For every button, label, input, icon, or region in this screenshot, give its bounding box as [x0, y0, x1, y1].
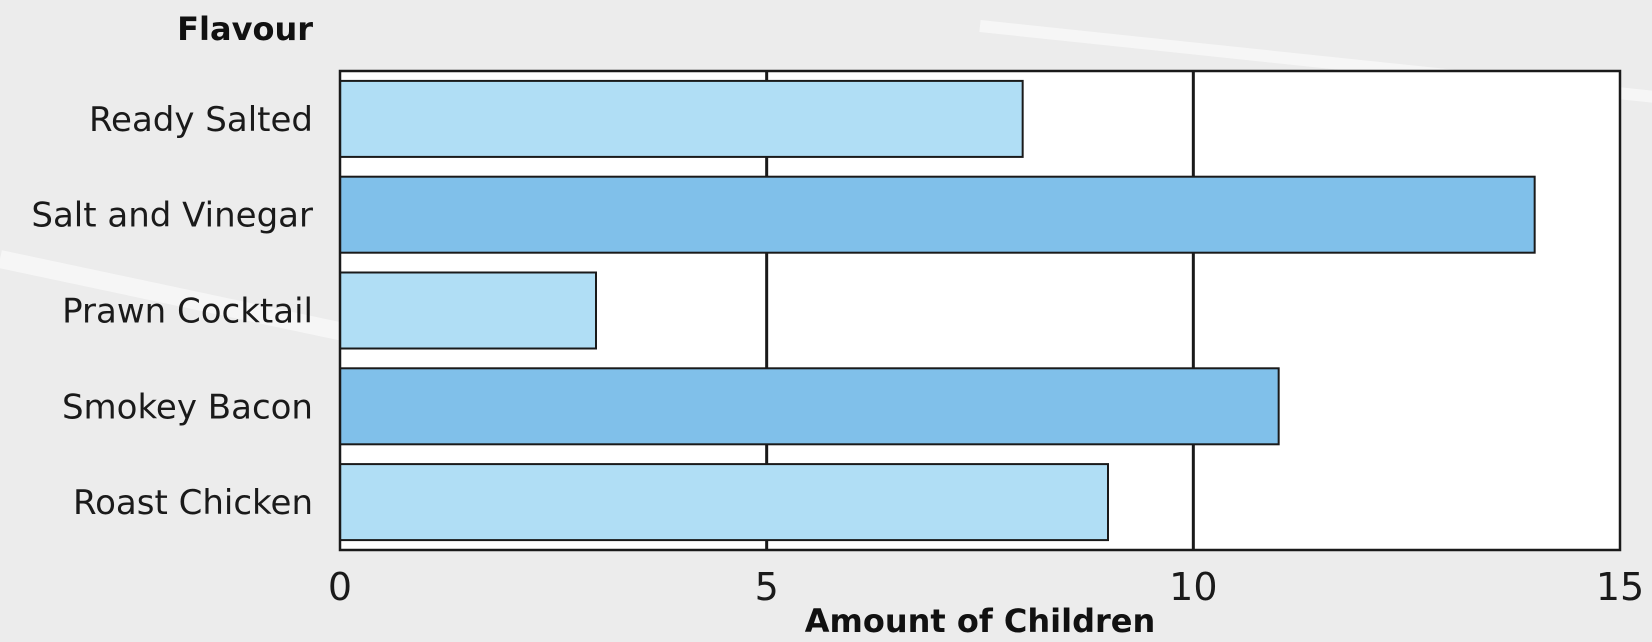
category-labels: Ready Salted Salt and Vinegar Prawn Cockta… — [31, 100, 313, 523]
category-label: Salt and Vinegar — [31, 196, 313, 236]
category-label: Smokey Bacon — [62, 387, 313, 427]
category-label: Prawn Cocktail — [62, 292, 313, 332]
plot-frame — [338, 69, 1622, 552]
bar-roast-chicken — [339, 463, 1109, 542]
bar-salt-and-vinegar — [339, 175, 1536, 254]
x-tick-label: 5 — [755, 565, 779, 609]
x-tick-label: 15 — [1596, 565, 1644, 609]
y-axis-title: Flavour — [177, 10, 313, 48]
bar-prawn-cocktail — [339, 271, 597, 350]
x-tick-labels: 0 5 10 15 — [328, 565, 1644, 609]
category-label: Roast Chicken — [73, 483, 313, 523]
x-tick-label: 0 — [328, 565, 352, 609]
category-label: Ready Salted — [89, 100, 313, 140]
bar-ready-salted — [339, 79, 1024, 158]
x-axis-title: Amount of Children — [805, 602, 1156, 640]
bar-smokey-bacon — [339, 367, 1280, 446]
x-tick-label: 10 — [1169, 565, 1217, 609]
